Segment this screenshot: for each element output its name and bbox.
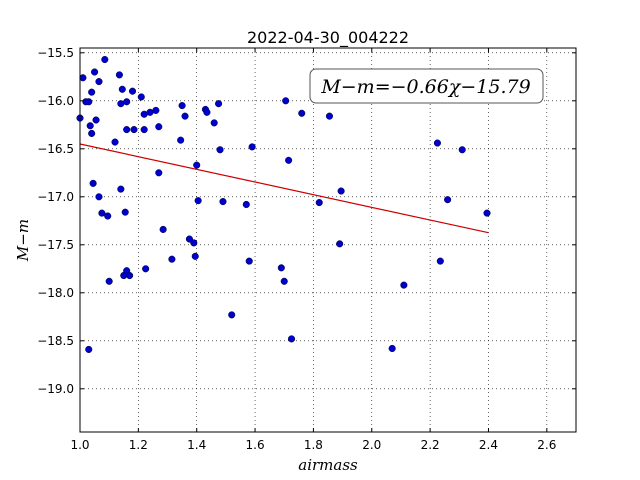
data-point <box>117 185 125 193</box>
data-point <box>126 271 134 280</box>
data-point <box>159 225 167 233</box>
y-tick-label: −16.5 <box>37 142 74 156</box>
data-point <box>444 196 452 204</box>
annotation-box <box>309 68 544 104</box>
data-point <box>130 126 138 134</box>
data-point <box>178 102 186 110</box>
x-tick-label: 1.4 <box>187 438 206 452</box>
data-point <box>177 136 185 144</box>
data-point <box>228 311 236 319</box>
data-point <box>118 85 126 93</box>
x-tick-label: 2.0 <box>362 438 381 452</box>
y-tick-label: −18.5 <box>37 334 74 348</box>
axis-ticks <box>79 48 576 432</box>
data-point <box>115 71 123 79</box>
data-point <box>280 277 288 285</box>
data-point <box>89 179 97 187</box>
data-point <box>155 169 163 177</box>
data-point <box>168 255 176 263</box>
x-axis-label: airmass <box>298 456 358 474</box>
data-point <box>181 112 189 120</box>
data-point <box>86 122 94 130</box>
data-point <box>400 281 408 289</box>
y-tick-label: −19.0 <box>37 382 74 396</box>
data-point <box>210 119 218 127</box>
data-point <box>458 146 466 154</box>
data-point <box>85 98 93 106</box>
data-point <box>215 100 223 108</box>
data-point <box>123 98 131 106</box>
y-tick-label: −18.0 <box>37 286 74 300</box>
data-point <box>248 143 256 151</box>
x-tick-labels: 1.0 1.2 1.4 1.6 1.8 2.0 2.2 2.4 2.6 <box>70 438 556 452</box>
data-point <box>85 345 93 353</box>
fit-annotation: M−m=−0.66χ−15.79 <box>309 68 544 104</box>
data-point <box>88 129 96 137</box>
data-point <box>98 209 106 217</box>
data-point <box>216 146 224 154</box>
data-point <box>152 106 160 114</box>
data-point <box>203 108 211 116</box>
data-point <box>325 112 334 120</box>
data-point <box>245 257 253 265</box>
x-tick-label: 2.4 <box>479 438 498 452</box>
x-tick-label: 1.6 <box>246 438 265 452</box>
y-tick-label: −16.0 <box>37 94 74 108</box>
data-point <box>95 78 103 86</box>
data-point <box>121 208 129 216</box>
data-point <box>315 199 323 207</box>
data-point <box>88 88 96 96</box>
y-tick-label: −17.5 <box>37 238 74 252</box>
data-point <box>436 257 444 265</box>
data-points <box>76 55 491 353</box>
data-point <box>298 109 306 117</box>
data-point <box>91 68 99 76</box>
data-point <box>242 200 250 209</box>
data-point <box>111 138 119 146</box>
data-point <box>483 209 491 217</box>
data-point <box>337 187 345 195</box>
data-point <box>95 193 103 201</box>
data-point <box>219 198 227 206</box>
data-point <box>193 161 201 169</box>
data-point <box>433 139 441 147</box>
y-tick-label: −17.0 <box>37 190 74 204</box>
data-point <box>101 55 109 64</box>
x-tick-label: 1.0 <box>70 438 89 452</box>
data-point <box>137 93 145 101</box>
data-point <box>190 239 198 247</box>
fit-line-group <box>79 143 489 234</box>
data-point <box>287 335 296 343</box>
data-point <box>388 344 396 353</box>
x-tick-label: 1.8 <box>304 438 323 452</box>
x-tick-label: 1.2 <box>129 438 148 452</box>
chart-title: 2022-04-30_004222 <box>247 28 409 48</box>
y-tick-labels: −15.5 −16.0 −16.5 −17.0 −17.5 −18.0 −18.5 −19.0 <box>37 46 74 396</box>
data-point <box>123 126 131 134</box>
data-point <box>142 265 150 273</box>
data-point <box>194 197 202 205</box>
x-tick-label: 2.2 <box>421 438 440 452</box>
data-point <box>191 252 199 260</box>
data-point <box>79 74 87 82</box>
data-point <box>277 264 285 272</box>
data-point <box>336 240 344 248</box>
x-tick-label: 2.6 <box>537 438 556 452</box>
data-point <box>155 123 163 131</box>
fit-line <box>79 143 489 234</box>
data-point <box>140 126 148 134</box>
data-point <box>285 156 293 164</box>
annotation-text: M−m=−0.66χ−15.79 <box>320 76 530 98</box>
data-point <box>104 212 112 220</box>
data-point <box>105 277 113 285</box>
y-axis-label: M−m <box>14 219 32 262</box>
plot-frame <box>79 47 577 433</box>
data-point <box>282 97 290 105</box>
data-point <box>92 116 100 124</box>
data-point <box>128 87 137 95</box>
y-tick-label: −15.5 <box>37 46 74 60</box>
